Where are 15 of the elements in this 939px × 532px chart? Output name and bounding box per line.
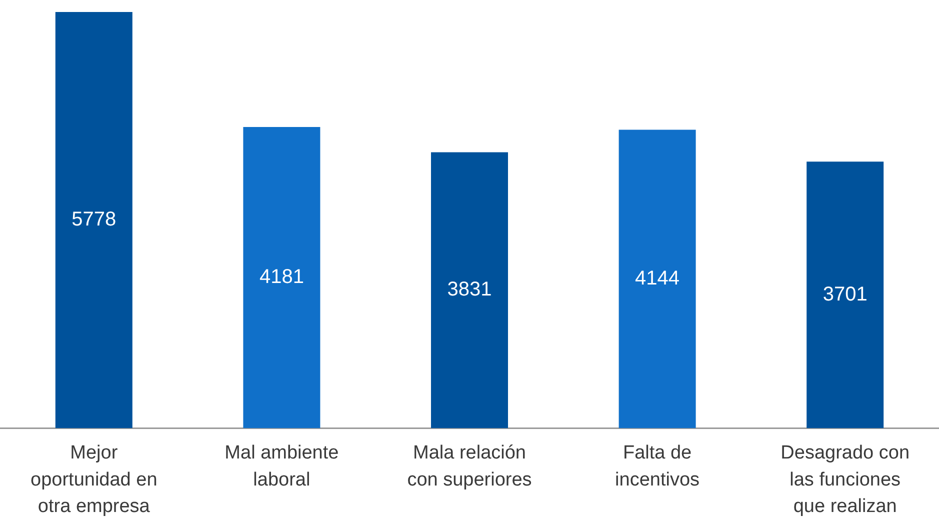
data-label: 3701: [822, 283, 868, 306]
bar: [431, 152, 508, 428]
data-label: 5778: [72, 208, 116, 231]
x-tick-label: Desagrado con las funciones que realizan: [780, 442, 910, 517]
x-tick-label: Falta de incentivos: [615, 442, 700, 490]
x-tick-label: Mala relación con superiores: [407, 442, 532, 490]
bar: [243, 127, 320, 428]
data-label: 3831: [447, 278, 492, 301]
bar: [618, 130, 696, 428]
data-label: 4181: [259, 266, 304, 288]
x-tick-label: Mejor oportunidad en otra empresa: [30, 442, 158, 517]
bar: [806, 162, 884, 428]
x-tick-label: Mal ambiente laboral: [224, 442, 339, 490]
bar: [55, 12, 132, 428]
data-label: 4144: [635, 267, 680, 290]
